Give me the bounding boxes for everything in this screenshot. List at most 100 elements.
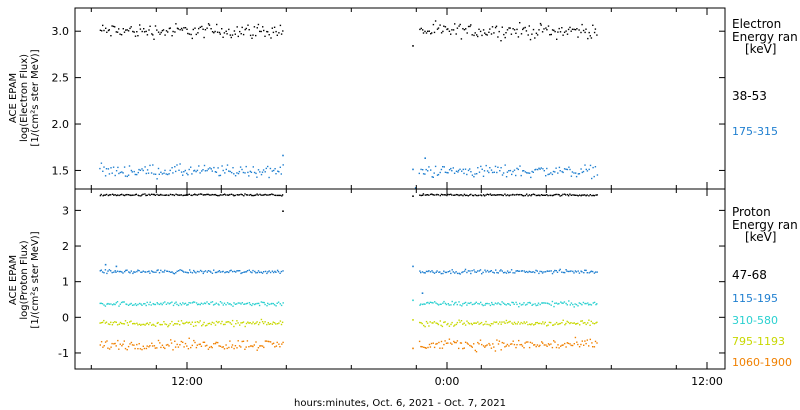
data-point [451, 321, 453, 324]
data-point [138, 270, 140, 272]
data-point [571, 171, 574, 173]
data-point [499, 270, 501, 272]
data-point [229, 34, 231, 36]
data-point [237, 302, 239, 304]
data-point [262, 194, 264, 196]
data-point [223, 302, 226, 304]
data-point [275, 194, 277, 197]
data-point [482, 29, 485, 31]
data-point [198, 303, 200, 305]
data-point [110, 194, 112, 196]
data-point [480, 301, 482, 304]
data-point [154, 25, 157, 27]
data-point [114, 270, 116, 272]
data-point [477, 321, 479, 323]
data-point [555, 346, 558, 349]
data-point [154, 194, 156, 196]
data-point [126, 269, 128, 271]
data-point [153, 345, 156, 347]
data-point [548, 270, 551, 272]
data-point [493, 194, 495, 196]
data-point [183, 346, 185, 348]
data-point [501, 341, 503, 344]
data-point [149, 164, 151, 167]
data-point [428, 30, 430, 32]
data-point [199, 343, 201, 345]
data-point [180, 340, 182, 343]
data-point [562, 193, 564, 196]
data-point [207, 168, 210, 170]
data-point [512, 272, 514, 274]
data-point [203, 321, 205, 324]
data-point [152, 271, 154, 273]
data-point [448, 169, 451, 171]
data-point [235, 303, 238, 305]
data-point [443, 343, 445, 346]
data-point [439, 320, 441, 322]
data-point [552, 170, 555, 173]
data-point [552, 324, 555, 326]
data-point [585, 28, 587, 30]
data-point [103, 166, 105, 168]
data-point [144, 303, 146, 305]
data-point [100, 193, 102, 196]
data-point [119, 171, 122, 174]
data-point [188, 337, 190, 339]
data-point [248, 175, 250, 177]
data-point [549, 194, 551, 197]
data-point [188, 193, 190, 195]
data-point [574, 336, 577, 339]
data-point [454, 272, 456, 274]
data-point [193, 301, 196, 303]
data-point [572, 303, 574, 306]
data-point [563, 301, 566, 303]
data-point [101, 303, 104, 305]
data-point [485, 33, 487, 36]
data-point [580, 270, 582, 272]
data-point [432, 302, 434, 304]
data-point [515, 174, 517, 177]
data-point [111, 172, 113, 174]
data-point [481, 303, 483, 306]
data-point [207, 193, 209, 196]
data-point [104, 322, 107, 324]
data-point [451, 300, 453, 303]
data-point [499, 170, 501, 172]
data-point [216, 31, 219, 33]
data-point [440, 340, 443, 343]
data-point [589, 338, 591, 341]
data-point [204, 194, 207, 196]
data-point [595, 322, 597, 324]
data-point [204, 302, 207, 305]
data-point [504, 322, 506, 324]
data-point [531, 170, 533, 173]
data-point [208, 194, 211, 196]
data-point [240, 303, 242, 305]
data-point [214, 171, 217, 173]
data-point [490, 323, 492, 325]
data-point [510, 269, 513, 271]
data-point [208, 303, 211, 305]
data-point [231, 344, 234, 346]
data-point [215, 194, 218, 196]
data-point [249, 34, 252, 37]
data-point [148, 270, 150, 272]
data-point [445, 271, 448, 274]
data-point [247, 171, 249, 174]
data-point [174, 346, 177, 348]
data-point [494, 302, 497, 304]
data-point [238, 194, 241, 196]
data-point [543, 271, 545, 273]
data-point [546, 345, 548, 347]
data-point [161, 344, 164, 346]
data-point [172, 324, 175, 326]
data-point [424, 325, 426, 328]
data-point [491, 26, 494, 28]
data-point [588, 345, 590, 347]
data-point [454, 23, 456, 25]
data-point [181, 29, 184, 31]
data-point [264, 340, 267, 342]
data-point [176, 343, 178, 346]
data-point [231, 34, 234, 36]
data-point [505, 194, 507, 197]
